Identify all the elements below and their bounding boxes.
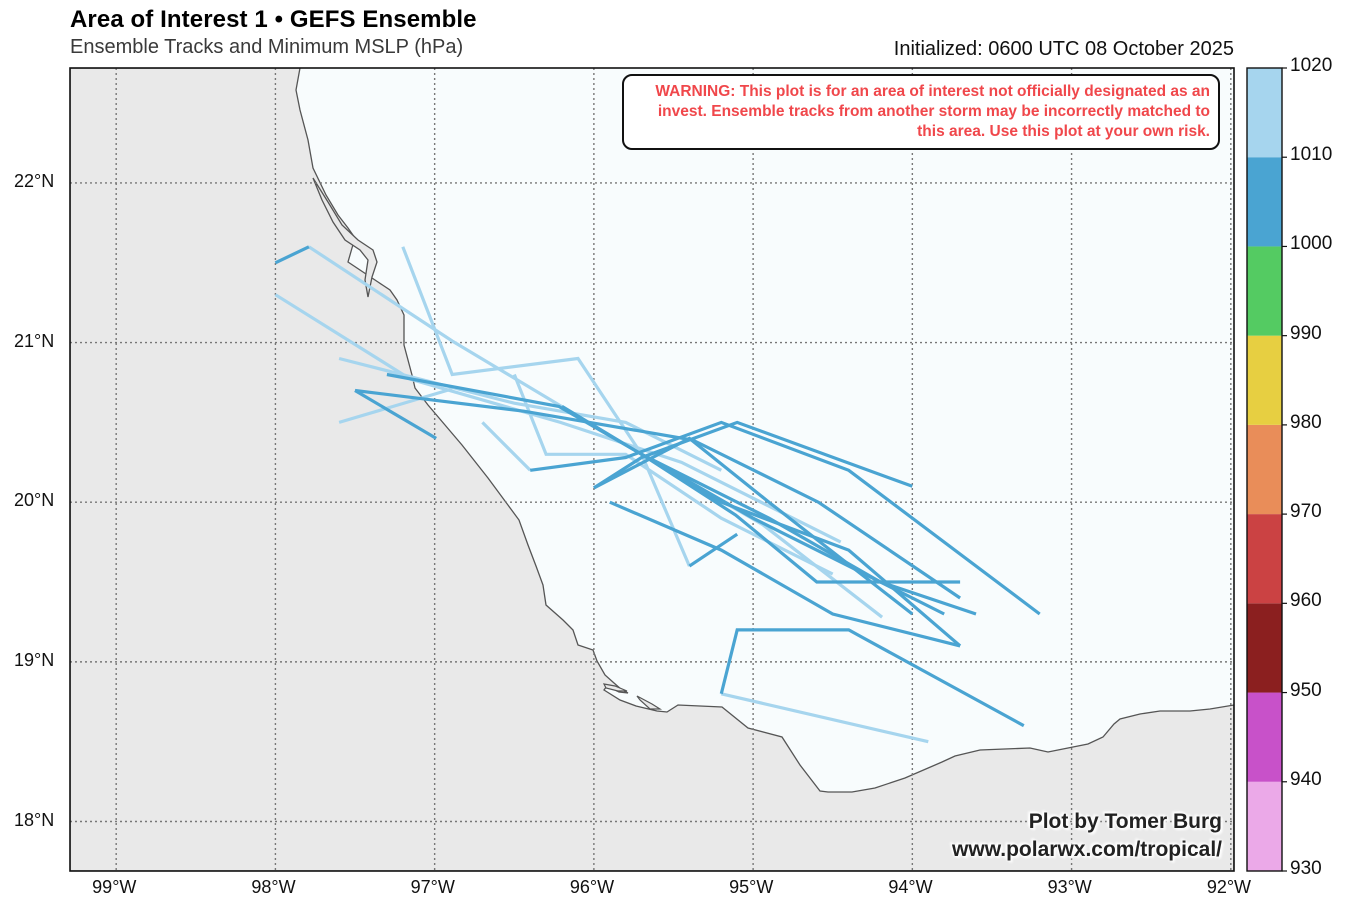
- colorbar-tick-label: 930: [1290, 858, 1322, 879]
- y-tick-label: 21°N: [14, 330, 55, 351]
- warning-box: WARNING: This plot is for an area of int…: [622, 74, 1220, 150]
- colorbar-tick-label: 970: [1290, 501, 1322, 523]
- track-member-19: [640, 452, 977, 616]
- colorbar-tick-label: 980: [1290, 411, 1322, 433]
- track-member-03: [274, 293, 842, 544]
- credit-url[interactable]: www.polarwx.com/tropical/: [952, 838, 1222, 861]
- x-tick-label: 96°W: [569, 877, 615, 897]
- island: [636, 695, 663, 710]
- colorbar-bin-950: [1247, 603, 1282, 693]
- track-member-17: [609, 500, 961, 648]
- colorbar-bin-940: [1247, 692, 1282, 782]
- colorbar-tick-label: 1010: [1290, 144, 1333, 166]
- track-member-16: [688, 532, 739, 568]
- track-member-01: [274, 245, 310, 265]
- initialized-time: Initialized: 0600 UTC 08 October 2025: [893, 38, 1234, 60]
- colorbar-frame: [1246, 67, 1283, 872]
- credit-author: Plot by Tomer Burg: [1028, 810, 1222, 833]
- x-tick-label: 95°W: [729, 877, 774, 897]
- track-member-18: [640, 452, 945, 616]
- colorbar-tick-label: 940: [1290, 768, 1322, 790]
- y-tick-label: 20°N: [14, 490, 55, 511]
- track-member-21: [720, 692, 929, 744]
- chart-title: Area of Interest 1 • GEFS Ensemble: [70, 6, 477, 33]
- track-member-08: [354, 389, 438, 440]
- y-tick-label: 19°N: [14, 649, 55, 670]
- colorbar-bin-1000: [1247, 157, 1282, 247]
- colorbar-bin-970: [1247, 424, 1282, 515]
- colorbar-tick-label: 1000: [1290, 233, 1333, 255]
- colorbar-tick-label: 950: [1290, 679, 1322, 701]
- track-member-15: [512, 373, 834, 576]
- x-tick-label: 97°W: [410, 877, 455, 897]
- x-tick-label: 99°W: [92, 877, 137, 897]
- track-member-06: [338, 387, 453, 424]
- ensemble-tracks: [274, 245, 1041, 744]
- colorbar-tick-label: 960: [1290, 590, 1322, 612]
- track-member-12: [561, 405, 962, 648]
- track-member-10: [481, 421, 532, 472]
- track-member-20: [719, 628, 1025, 728]
- colorbar-bin-930: [1247, 781, 1282, 871]
- track-member-07: [386, 372, 961, 584]
- colorbar-bin-980: [1247, 335, 1282, 425]
- x-tick-label: 98°W: [251, 877, 296, 897]
- colorbar: [1246, 67, 1283, 872]
- plot-frame: [69, 67, 1235, 872]
- x-tick-label: 94°W: [888, 877, 933, 897]
- axis-ticks: [1282, 67, 1287, 872]
- track-member-11: [529, 420, 1041, 616]
- colorbar-tick-label: 990: [1290, 322, 1322, 344]
- colorbar-bin-960: [1247, 514, 1282, 604]
- x-tick-label: 92°W: [1206, 877, 1252, 897]
- x-tick-label: 93°W: [1047, 877, 1092, 897]
- grid-lines: [70, 68, 1234, 871]
- colorbar-bin-990: [1247, 246, 1282, 336]
- colorbar-bin-1010: [1247, 68, 1282, 158]
- island: [602, 683, 628, 692]
- y-tick-label: 22°N: [14, 170, 55, 191]
- colorbar-tick-label: 1020: [1290, 55, 1333, 76]
- lagoon-peninsula: [312, 177, 378, 298]
- y-tick-label: 18°N: [14, 809, 55, 830]
- chart-subtitle: Ensemble Tracks and Minimum MSLP (hPa): [70, 36, 464, 58]
- track-member-04: [401, 246, 691, 567]
